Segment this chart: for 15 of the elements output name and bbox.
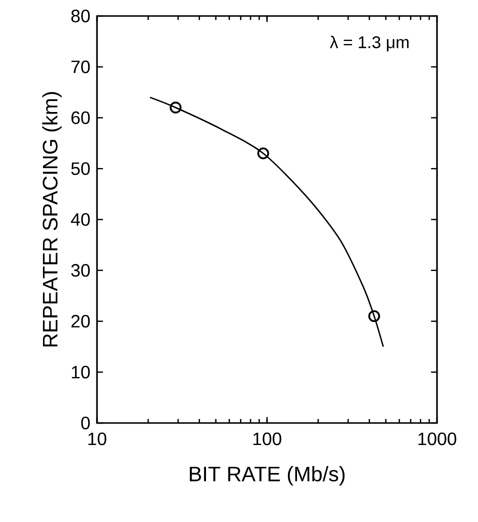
y-tick-label: 60 [71,111,90,124]
y-tick-label: 80 [71,10,90,22]
y-tick-label: 70 [71,60,90,74]
x-axis-title: BIT RATE (Mb/s) [190,466,345,486]
y-tick-label: 30 [71,264,90,277]
y-tick-label: 40 [70,213,90,226]
y-tick-label: 20 [71,314,90,328]
x-tick-label: 1000 [418,432,456,446]
x-tick-label: 10 [88,432,106,446]
x-tick-label: 100 [253,432,282,446]
y-tick-label: 50 [71,162,90,175]
annotation: λ = 1.3 μm [330,36,409,52]
y-tick-label: 10 [72,366,90,378]
y-axis-title: REPEATER SPACING (km) [42,92,62,346]
y-tick-label: 0 [81,416,90,430]
